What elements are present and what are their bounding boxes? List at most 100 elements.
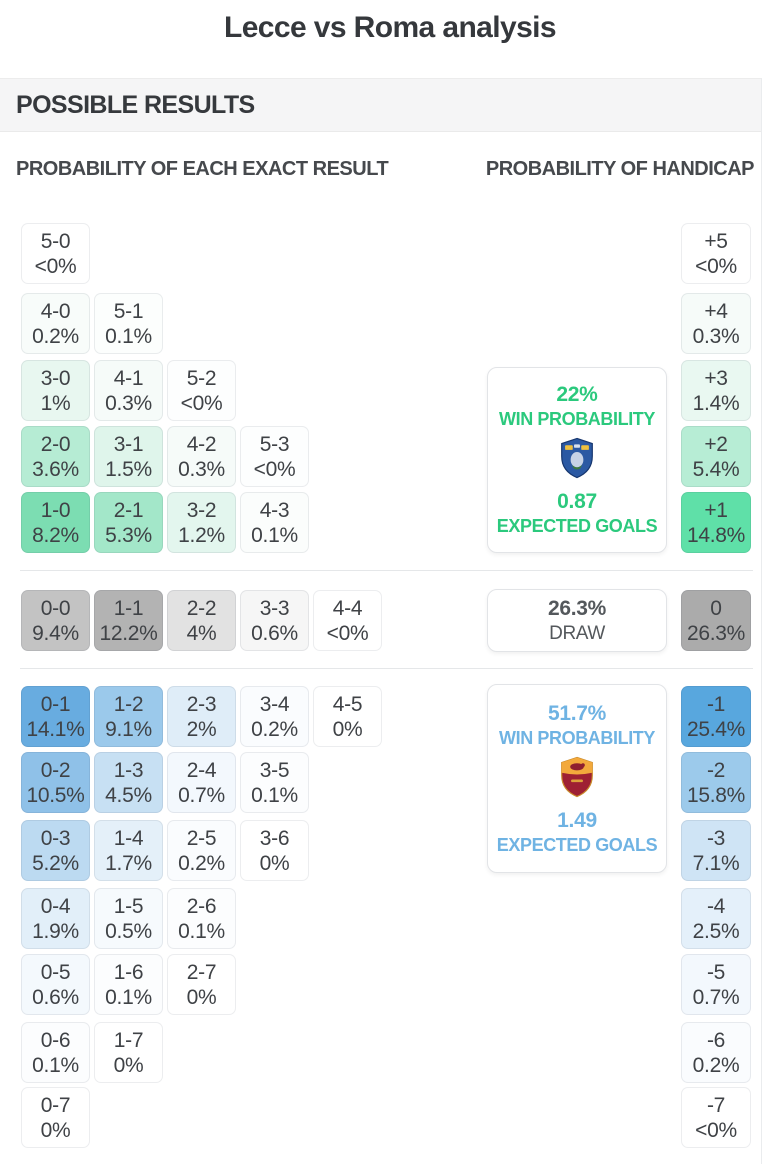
- probability-label: 0%: [186, 985, 217, 1009]
- score-label: 4-0: [40, 299, 71, 323]
- probability-label: 0.1%: [105, 985, 152, 1009]
- result-cell-0-2: 0-2 10.5%: [21, 752, 90, 813]
- handicap-line-label: -4: [706, 894, 726, 918]
- probability-label: 1.7%: [105, 851, 152, 875]
- result-cell-2-4: 2-4 0.7%: [167, 752, 236, 813]
- home-win-label: WIN PROBABILITY: [499, 409, 655, 429]
- score-label: 2-0: [40, 432, 71, 456]
- handicap-cell-+3: +3 1.4%: [681, 360, 751, 421]
- away-win-panel: 51.7% WIN PROBABILITY 1.49 EXPECTED GOAL…: [487, 684, 667, 873]
- result-cell-3-0: 3-0 1%: [21, 360, 90, 421]
- home-win-pct: 22%: [556, 383, 598, 406]
- probability-label: 3.6%: [32, 457, 79, 481]
- draw-pct: 26.3%: [547, 597, 607, 620]
- handicap-line-label: 0: [710, 596, 722, 620]
- probability-label: 1.4%: [692, 391, 740, 415]
- probability-label: 0.2%: [251, 717, 298, 741]
- score-label: 1-7: [113, 1028, 144, 1052]
- probability-label: 0%: [259, 851, 290, 875]
- score-label: 2-3: [186, 692, 217, 716]
- result-cell-0-5: 0-5 0.6%: [21, 954, 90, 1015]
- result-cell-2-0: 2-0 3.6%: [21, 426, 90, 487]
- score-label: 2-4: [186, 758, 217, 782]
- section-header-bar: POSSIBLE RESULTS: [0, 78, 762, 132]
- score-label: 3-2: [186, 498, 217, 522]
- probability-label: 0%: [332, 717, 363, 741]
- probability-label: <0%: [180, 391, 223, 415]
- result-cell-3-1: 3-1 1.5%: [94, 426, 163, 487]
- section-header-label: POSSIBLE RESULTS: [16, 90, 255, 119]
- result-cell-4-4: 4-4 <0%: [313, 590, 382, 651]
- handicap-line-label: -1: [706, 692, 726, 716]
- away-win-label: WIN PROBABILITY: [499, 727, 655, 748]
- probability-label: 8.2%: [32, 523, 79, 547]
- score-label: 4-3: [259, 498, 290, 522]
- handicap-cell-0: 0 26.3%: [681, 590, 751, 651]
- score-label: 3-3: [259, 596, 290, 620]
- handicap-cell-+5: +5 <0%: [681, 223, 751, 284]
- probability-label: 2%: [186, 717, 217, 741]
- score-label: 0-2: [40, 758, 71, 782]
- score-label: 1-4: [113, 826, 144, 850]
- probability-label: 4.5%: [105, 783, 152, 807]
- score-label: 5-0: [40, 229, 71, 253]
- score-label: 3-0: [40, 366, 71, 390]
- result-cell-5-3: 5-3 <0%: [240, 426, 309, 487]
- handicap-cell--3: -3 7.1%: [681, 820, 751, 881]
- score-label: 0-3: [40, 826, 71, 850]
- probability-label: 0%: [40, 1118, 71, 1142]
- probability-label: 0.1%: [178, 919, 225, 943]
- result-cell-5-2: 5-2 <0%: [167, 360, 236, 421]
- score-label: 4-1: [113, 366, 144, 390]
- probability-label: 1.5%: [105, 457, 152, 481]
- score-label: 2-6: [186, 894, 217, 918]
- probability-label: 0.2%: [692, 1053, 740, 1077]
- score-label: 1-2: [113, 692, 144, 716]
- result-cell-0-1: 0-1 14.1%: [21, 686, 90, 747]
- handicap-line-label: -3: [706, 826, 726, 850]
- result-cell-2-7: 2-7 0%: [167, 954, 236, 1015]
- probability-label: 7.1%: [692, 851, 740, 875]
- away-win-pct: 51.7%: [547, 701, 607, 725]
- handicap-cell-+1: +1 14.8%: [681, 492, 751, 553]
- score-label: 2-1: [113, 498, 144, 522]
- handicap-header: PROBABILITY OF HANDICAP: [485, 158, 755, 180]
- handicap-line-label: +5: [704, 229, 728, 253]
- probability-label: 9.1%: [105, 717, 152, 741]
- probability-label: 5.2%: [32, 851, 79, 875]
- handicap-cell--5: -5 0.7%: [681, 954, 751, 1015]
- score-label: 0-0: [40, 596, 71, 620]
- probability-label: 0.1%: [105, 324, 152, 348]
- score-label: 4-4: [332, 596, 363, 620]
- probability-label: 1%: [40, 391, 71, 415]
- probability-label: 25.4%: [686, 717, 746, 741]
- handicap-line-label: -2: [706, 758, 726, 782]
- probability-label: 1.9%: [32, 919, 79, 943]
- result-cell-1-2: 1-2 9.1%: [94, 686, 163, 747]
- probability-label: 0.2%: [178, 851, 225, 875]
- handicap-line-label: -5: [706, 960, 726, 984]
- probability-label: 10.5%: [26, 783, 85, 807]
- handicap-cell--2: -2 15.8%: [681, 752, 751, 813]
- probability-label: 0.7%: [178, 783, 225, 807]
- probability-label: 0.3%: [105, 391, 152, 415]
- result-cell-4-0: 4-0 0.2%: [21, 293, 90, 354]
- probability-label: 0%: [113, 1053, 144, 1077]
- home-win-panel: 22% WIN PROBABILITY 0.87 EXPECTED GOALS: [487, 367, 667, 553]
- probability-label: <0%: [34, 254, 77, 278]
- score-label: 2-7: [186, 960, 217, 984]
- score-label: 1-3: [113, 758, 144, 782]
- result-cell-0-7: 0-7 0%: [21, 1087, 90, 1148]
- divider-draw-away: [20, 668, 753, 669]
- draw-label: DRAW: [549, 623, 605, 644]
- result-cell-3-2: 3-2 1.2%: [167, 492, 236, 553]
- handicap-cell--1: -1 25.4%: [681, 686, 751, 747]
- result-cell-1-6: 1-6 0.1%: [94, 954, 163, 1015]
- probability-label: 0.7%: [692, 985, 740, 1009]
- handicap-line-label: +4: [704, 299, 728, 323]
- score-label: 0-4: [40, 894, 71, 918]
- probability-label: 9.4%: [32, 621, 79, 645]
- handicap-line-label: +2: [704, 432, 728, 456]
- column-headers: PROBABILITY OF EACH EXACT RESULT PROBABI…: [0, 158, 762, 181]
- probability-label: 14.8%: [686, 523, 746, 547]
